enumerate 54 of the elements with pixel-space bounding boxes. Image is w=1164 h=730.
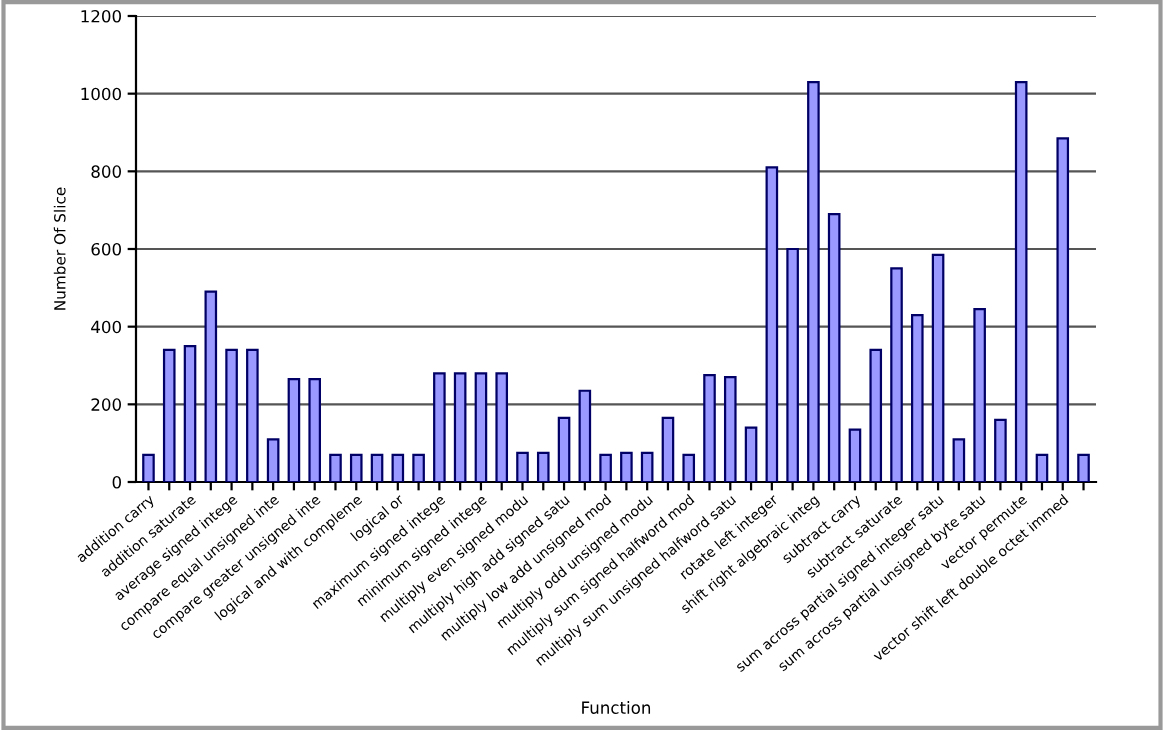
bar	[1035, 453, 1049, 482]
y-tick-label: 1000	[81, 87, 121, 101]
bar	[744, 426, 758, 482]
bar	[1077, 453, 1090, 482]
bar	[370, 453, 384, 482]
bar	[246, 348, 259, 482]
bar	[848, 428, 862, 482]
bar	[1014, 80, 1028, 482]
bar	[536, 451, 550, 482]
y-tick-label: 400	[91, 320, 121, 334]
bar	[433, 372, 446, 482]
bar	[723, 376, 737, 482]
bar	[453, 372, 467, 482]
bar	[162, 348, 176, 482]
bar	[910, 313, 924, 482]
bar	[495, 372, 509, 482]
bar	[308, 377, 322, 482]
bar	[682, 453, 696, 482]
bar	[703, 374, 716, 482]
bar	[516, 451, 529, 482]
y-tick-label: 1200	[81, 9, 121, 23]
bar	[474, 372, 488, 482]
bar	[349, 453, 363, 482]
bar	[557, 416, 571, 482]
y-tick-label: 200	[91, 398, 121, 411]
bar	[807, 80, 820, 482]
bar	[952, 438, 966, 482]
bar	[973, 308, 986, 482]
bar	[827, 212, 841, 482]
bar	[578, 389, 592, 482]
bar	[142, 453, 155, 482]
bar	[266, 438, 280, 482]
bar	[183, 344, 197, 482]
bar	[329, 453, 342, 482]
bar	[391, 453, 405, 482]
bar	[204, 290, 218, 482]
bar	[287, 377, 301, 482]
bar	[931, 253, 945, 482]
y-tick-label: 600	[91, 242, 121, 256]
bar	[765, 166, 779, 482]
bar	[225, 348, 238, 482]
bar	[661, 416, 675, 482]
x-axis-title: Function	[582, 701, 651, 714]
bar	[786, 247, 799, 482]
bar	[620, 451, 633, 482]
bar	[412, 453, 425, 482]
bar	[640, 451, 654, 482]
bar	[599, 453, 612, 482]
bar	[994, 418, 1007, 482]
bar	[869, 348, 883, 482]
bar	[1056, 137, 1070, 482]
y-tick-label: 800	[91, 165, 121, 178]
y-tick-label: 0	[112, 475, 121, 489]
bar	[890, 267, 903, 482]
